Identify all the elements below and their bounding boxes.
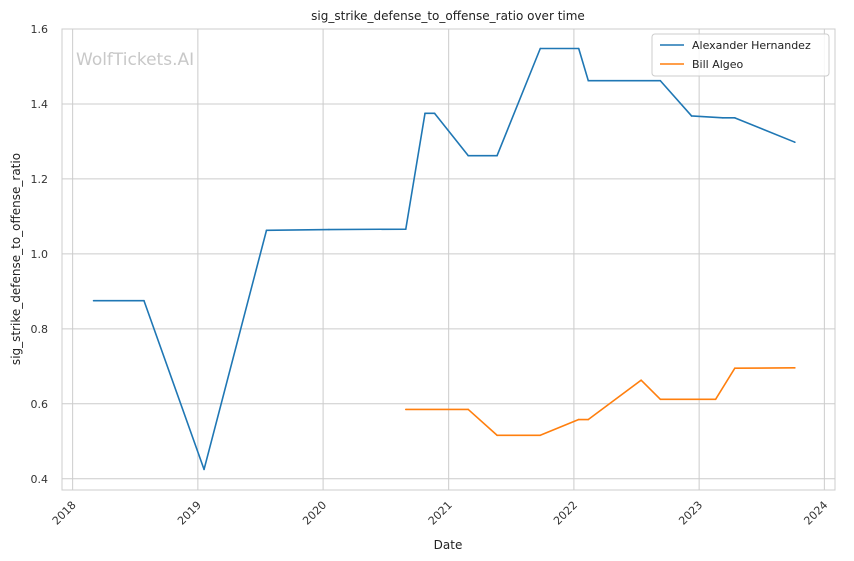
data-point-bill-algeo <box>640 379 642 381</box>
data-point-alexander-hernandez <box>203 468 205 471</box>
chart-title: sig_strike_defense_to_offense_ratio over… <box>311 9 585 23</box>
data-point-alexander-hernandez <box>404 228 407 230</box>
y-tick-label: 1.6 <box>31 23 49 36</box>
data-point-alexander-hernandez <box>539 47 542 50</box>
y-tick-labels: 0.4 0.6 0.8 1.0 1.2 1.4 1.6 <box>31 23 49 486</box>
x-axis-label: Date <box>434 538 463 552</box>
y-tick-label: 1.0 <box>31 248 49 261</box>
data-point-alexander-hernandez <box>659 79 662 82</box>
data-point-bill-algeo <box>577 418 580 421</box>
data-point-bill-algeo <box>539 434 542 437</box>
data-point-bill-algeo <box>714 398 717 401</box>
data-point-alexander-hernandez <box>496 154 498 157</box>
data-point-alexander-hernandez <box>92 299 95 302</box>
series-line-alexander-hernandez <box>93 47 796 471</box>
legend-label-alexander-hernandez: Alexander Hernandez <box>692 39 811 52</box>
data-point-bill-algeo <box>404 408 407 411</box>
data-point-bill-algeo <box>734 367 736 369</box>
data-point-alexander-hernandez <box>143 299 145 302</box>
legend-label-bill-algeo: Bill Algeo <box>692 58 744 71</box>
data-point-alexander-hernandez <box>433 112 436 115</box>
plot-frame <box>61 28 836 491</box>
data-point-bill-algeo <box>496 434 498 437</box>
y-axis-label: sig_strike_defense_to_offense_ratio <box>9 153 23 365</box>
data-point-alexander-hernandez <box>328 228 330 231</box>
data-point-alexander-hernandez <box>690 115 693 117</box>
y-tick-label: 0.6 <box>31 398 49 411</box>
data-point-alexander-hernandez <box>734 117 736 119</box>
watermark: WolfTickets.AI <box>76 50 194 70</box>
data-point-alexander-hernandez <box>265 229 268 232</box>
legend: Alexander Hernandez Bill Algeo <box>651 33 830 77</box>
data-point-bill-algeo <box>794 367 796 369</box>
series-lines <box>92 47 796 471</box>
y-tick-label: 1.2 <box>31 173 49 186</box>
data-point-alexander-hernandez <box>577 47 580 50</box>
data-point-alexander-hernandez <box>587 79 590 82</box>
y-tick-label: 0.4 <box>31 473 49 486</box>
data-point-bill-algeo <box>467 408 470 411</box>
data-point-alexander-hernandez <box>467 154 470 157</box>
data-point-bill-algeo <box>659 398 662 401</box>
data-point-alexander-hernandez <box>722 117 724 119</box>
y-tick-label: 1.4 <box>31 98 49 111</box>
data-point-bill-algeo <box>587 418 590 421</box>
data-point-alexander-hernandez <box>424 112 426 115</box>
data-point-alexander-hernandez <box>794 141 796 143</box>
y-tick-label: 0.8 <box>31 323 49 336</box>
legend-box <box>651 33 830 77</box>
